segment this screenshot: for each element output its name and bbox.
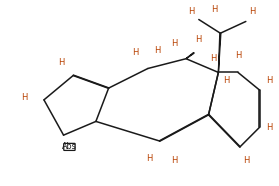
- Polygon shape: [218, 33, 221, 72]
- Text: H: H: [155, 46, 161, 55]
- Text: H: H: [196, 35, 202, 44]
- Text: H: H: [132, 48, 138, 57]
- Text: H: H: [146, 154, 153, 163]
- Text: H: H: [266, 123, 273, 132]
- Text: H: H: [21, 93, 28, 102]
- Text: H: H: [171, 156, 177, 165]
- Text: H: H: [235, 51, 241, 60]
- Text: H: H: [249, 7, 256, 16]
- FancyBboxPatch shape: [64, 143, 75, 150]
- Text: H: H: [223, 76, 229, 85]
- Text: H: H: [188, 7, 194, 16]
- Text: H: H: [243, 156, 249, 165]
- Polygon shape: [186, 52, 194, 59]
- Text: H: H: [266, 76, 273, 85]
- Text: H: H: [210, 54, 217, 63]
- Text: H: H: [58, 58, 65, 67]
- Text: H: H: [211, 5, 218, 14]
- Text: Abs: Abs: [62, 142, 77, 151]
- Text: H: H: [171, 39, 177, 47]
